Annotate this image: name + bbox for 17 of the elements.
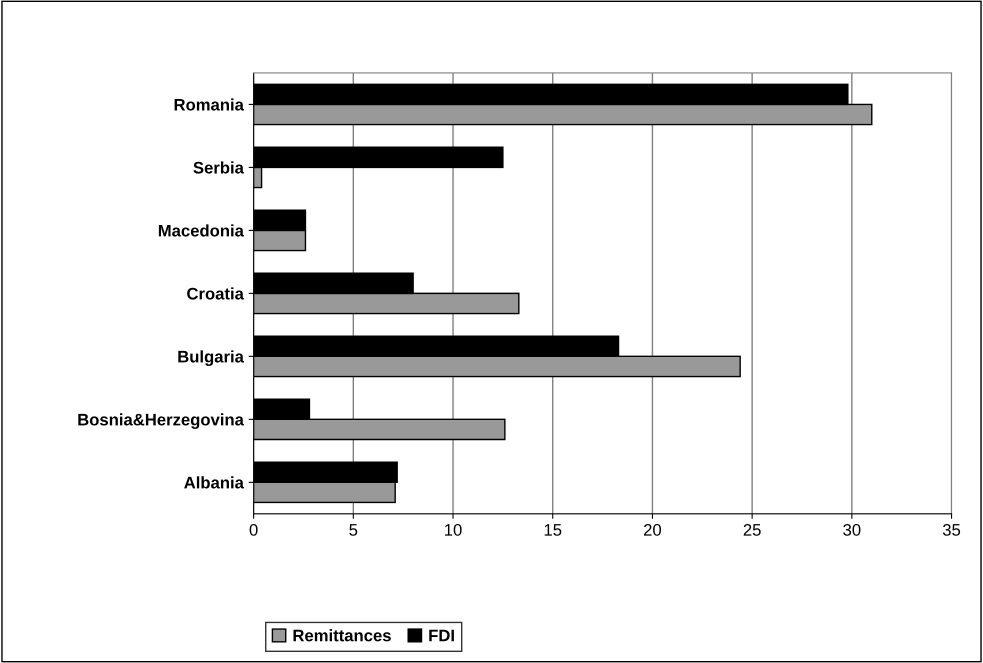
x-tick-label: 0 <box>250 524 258 536</box>
x-tick-label: 35 <box>942 524 960 536</box>
x-tick-label: 10 <box>445 524 462 536</box>
y-tick-label: Serbia <box>193 161 244 174</box>
y-tick-label: Albania <box>184 476 244 489</box>
x-tick-label: 15 <box>544 524 562 536</box>
y-tick-label: Bosnia&Herzegovina <box>78 413 244 429</box>
x-tick-label: 5 <box>349 524 358 536</box>
legend-label: Remittances <box>294 629 391 642</box>
y-tick-label: Romania <box>174 98 244 111</box>
y-tick-label: Croatia <box>187 287 244 300</box>
x-tick-label: 25 <box>744 524 761 536</box>
x-tick-label: 30 <box>843 524 860 536</box>
y-tick-label: Bulgaria <box>178 350 244 366</box>
x-tick-label: 20 <box>644 524 662 536</box>
y-tick-label: Macedonia <box>158 224 244 237</box>
legend-label: FDI <box>429 630 454 642</box>
